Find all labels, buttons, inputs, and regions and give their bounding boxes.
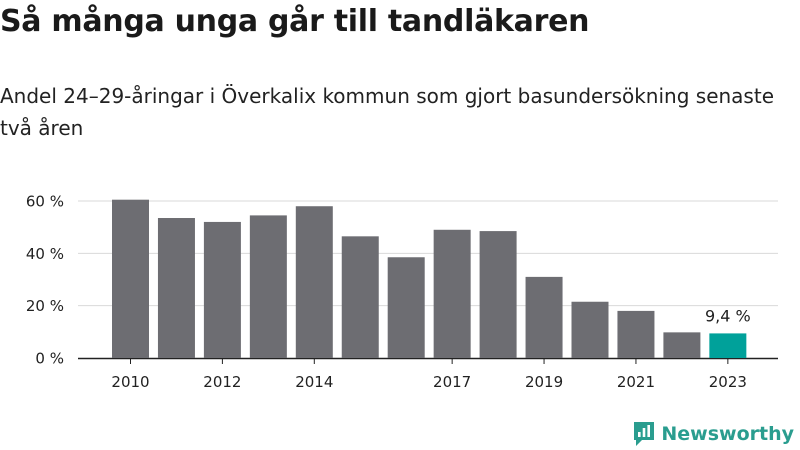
- bar-2019: [525, 276, 563, 358]
- x-tick-label: 2021: [617, 373, 655, 391]
- x-tick-label: 2023: [709, 373, 747, 391]
- newsworthy-logo: Newsworthy: [632, 419, 794, 449]
- bar-2012: [203, 221, 241, 358]
- bar-2020: [571, 301, 609, 358]
- bar-2021: [617, 310, 655, 358]
- bar-2014: [295, 206, 333, 358]
- x-tick-label: 2017: [433, 373, 471, 391]
- bar-2017: [433, 229, 471, 358]
- bar-2013: [249, 215, 287, 358]
- bar-2023: [709, 333, 747, 358]
- bar-2022: [663, 332, 701, 358]
- x-tick-label: 2014: [295, 373, 333, 391]
- bar-chart: 0 % 20 % 40 % 60 % 2010 2012 2014 2017 2019 2021…: [26, 193, 778, 391]
- chart-title: Så många unga går till tandläkaren: [0, 4, 590, 39]
- bar-2016: [387, 257, 425, 358]
- x-tick-label: 2019: [525, 373, 563, 391]
- bar-2015: [341, 236, 379, 358]
- x-tick-label: 2012: [203, 373, 241, 391]
- data-label-highlight: 9,4 %: [705, 306, 751, 325]
- y-tick-label: 40 %: [26, 245, 64, 263]
- bar-2010: [112, 199, 149, 358]
- y-tick-label: 0 %: [35, 350, 64, 368]
- y-tick-label: 20 %: [26, 297, 64, 315]
- chart-subtitle: Andel 24–29-åringar i Överkalix kommun s…: [0, 84, 774, 140]
- y-axis-ticks: 0 % 20 % 40 % 60 %: [26, 193, 64, 368]
- bar-2018: [479, 231, 517, 358]
- data-labels: 9,4 %: [705, 306, 751, 325]
- bars: [112, 199, 747, 358]
- x-tick-label: 2010: [111, 373, 149, 391]
- bar-2011: [157, 218, 195, 358]
- x-axis-ticks: 2010 2012 2014 2017 2019 2021 2023: [111, 358, 747, 391]
- chart-bubble-icon: [634, 422, 655, 446]
- y-tick-label: 60 %: [26, 193, 64, 211]
- logo-text: Newsworthy: [661, 423, 794, 445]
